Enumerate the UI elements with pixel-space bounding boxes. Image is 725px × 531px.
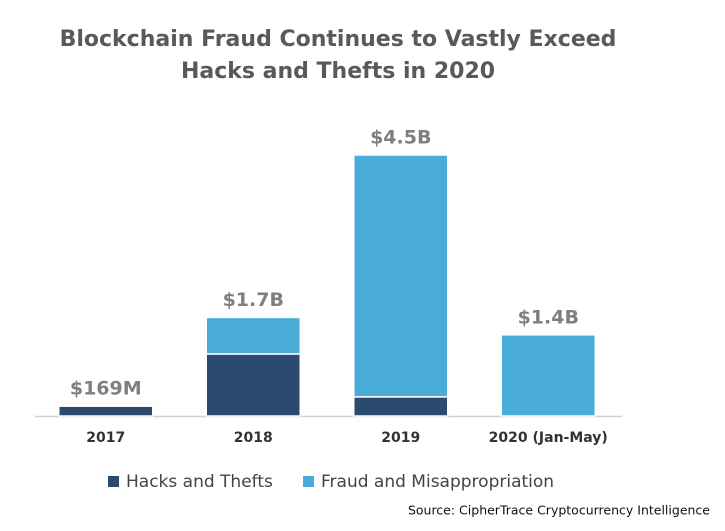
chart-title: Blockchain Fraud Continues to Vastly Exc… (60, 27, 617, 52)
x-tick-label: 2019 (381, 430, 420, 446)
total-label: $169M (70, 378, 142, 400)
bar-segment (58, 405, 154, 417)
legend-swatch (108, 476, 119, 487)
legend-label: Fraud and Misappropriation (321, 472, 554, 492)
legend-label: Hacks and Thefts (126, 472, 273, 492)
x-tick-label: 2018 (234, 430, 273, 446)
bar-segment (353, 396, 449, 417)
total-label: $1.4B (518, 306, 579, 328)
source: Source: CipherTrace Cryptocurrency Intel… (408, 503, 710, 518)
total-label: $1.7B (223, 289, 284, 311)
bar-segment (205, 316, 301, 355)
x-tick-label: 2017 (86, 430, 125, 446)
x-tick-label: 2020 (Jan-May) (489, 430, 608, 446)
bar-segment (500, 334, 596, 417)
bar-segment (205, 353, 301, 417)
total-label: $4.5B (370, 127, 431, 149)
legend-swatch (303, 476, 314, 487)
bar-segment (353, 154, 449, 398)
chart-title: Hacks and Thefts in 2020 (181, 59, 495, 84)
